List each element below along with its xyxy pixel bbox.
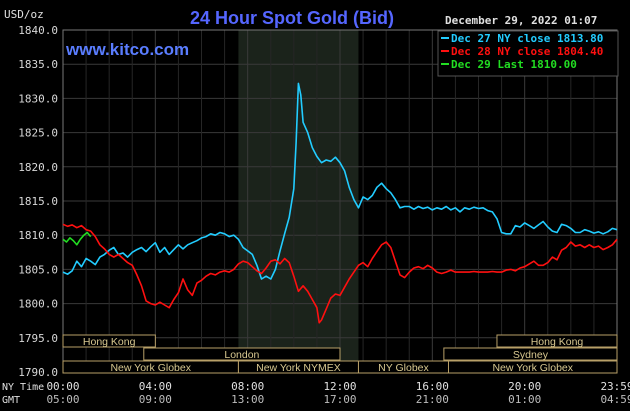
x-tick-label-ny: 20:00 (508, 380, 541, 393)
market-session-label: London (224, 349, 259, 361)
legend-entry: Dec 28 NY close 1804.40 (451, 45, 603, 58)
site-watermark: www.kitco.com (65, 40, 189, 59)
y-tick-label: 1805.0 (18, 263, 58, 276)
x-tick-label-gmt: 09:00 (139, 393, 172, 406)
x-tick-label-gmt: 01:00 (508, 393, 541, 406)
x-tick-label-gmt: 05:00 (46, 393, 79, 406)
legend-entry: Dec 29 Last 1810.00 (451, 58, 577, 71)
y-tick-label: 1840.0 (18, 24, 58, 37)
market-session-label: Sydney (513, 349, 549, 361)
series-line-3 (62, 231, 92, 246)
legend-entry: Dec 27 NY close 1813.80 (451, 32, 603, 45)
x-tick-label-ny: 08:00 (231, 380, 264, 393)
series-line-2 (62, 223, 618, 324)
x-tick-label-ny: 00:00 (46, 380, 79, 393)
x-tick-label-gmt: 21:00 (416, 393, 449, 406)
y-tick-label: 1830.0 (18, 92, 58, 105)
y-tick-label: 1790.0 (18, 366, 58, 379)
x-tick-label-ny: 16:00 (416, 380, 449, 393)
y-axis-unit-label: USD/oz (4, 8, 44, 21)
market-session-label: New York Globex (492, 362, 573, 374)
market-session-label: Hong Kong (531, 336, 584, 348)
x-tick-label-ny: 12:00 (323, 380, 356, 393)
y-tick-label: 1795.0 (18, 332, 58, 345)
x-tick-label-gmt: 17:00 (323, 393, 356, 406)
market-session-bar (447, 360, 618, 374)
x-tick-label-gmt: 04:59 (600, 393, 630, 406)
x-axis-ny-time-label: NY Time (2, 382, 44, 393)
y-tick-label: 1825.0 (18, 127, 58, 140)
market-session-label: NY Globex (378, 362, 429, 374)
y-tick-label: 1815.0 (18, 195, 58, 208)
x-tick-label-ny: 23:59 (600, 380, 630, 393)
market-session-bar (496, 334, 618, 348)
market-session-label: Hong Kong (83, 336, 136, 348)
legend-box (437, 30, 619, 77)
y-tick-label: 1800.0 (18, 298, 58, 311)
market-session-bar (62, 334, 156, 348)
chart-title: 24 Hour Spot Gold (Bid) (190, 8, 394, 28)
x-tick-label-gmt: 13:00 (231, 393, 264, 406)
market-session-label: New York NYMEX (256, 362, 341, 374)
y-tick-label: 1820.0 (18, 161, 58, 174)
market-session-bar (443, 347, 618, 361)
series-line-1 (62, 82, 618, 280)
y-tick-label: 1835.0 (18, 58, 58, 71)
chart-timestamp: December 29, 2022 01:07 (445, 14, 597, 27)
x-tick-label-ny: 04:00 (139, 380, 172, 393)
market-session-label: New York Globex (110, 362, 191, 374)
x-axis-gmt-label: GMT (2, 395, 20, 406)
market-session-bar (143, 347, 341, 361)
y-tick-label: 1810.0 (18, 229, 58, 242)
